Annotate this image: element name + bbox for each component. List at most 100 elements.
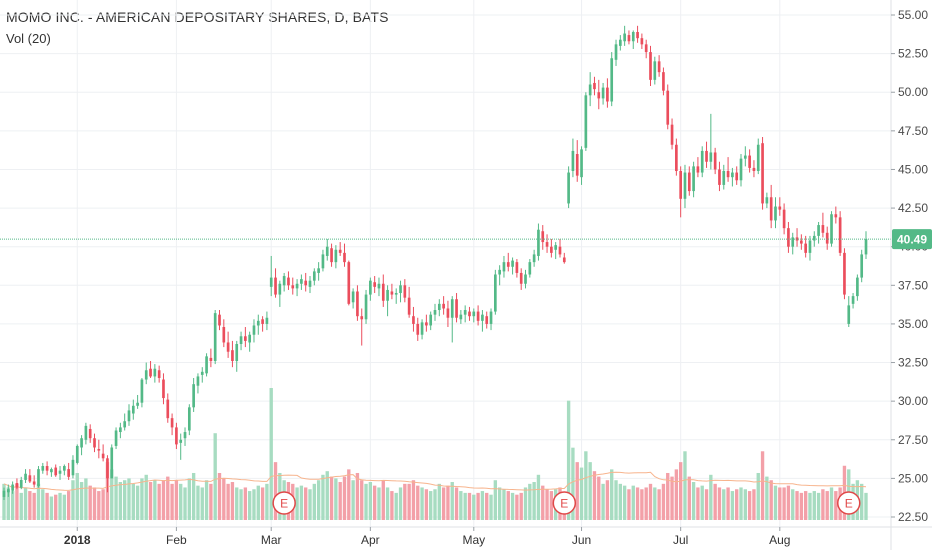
volume-bar: [575, 462, 579, 520]
volume-bar: [635, 487, 640, 520]
candle-body: [41, 466, 45, 471]
volume-bar: [15, 483, 19, 520]
candle-body: [787, 228, 790, 247]
candle-body: [175, 427, 178, 445]
candle-body: [2, 490, 6, 497]
y-tick-label: 22.50: [898, 510, 928, 524]
candle-body: [584, 95, 588, 148]
volume-bar: [54, 494, 58, 520]
volume-bar: [295, 487, 299, 520]
candle-body: [847, 305, 851, 324]
volume-bar: [347, 469, 351, 520]
candle-body: [519, 272, 523, 284]
x-tick-label: May: [462, 533, 485, 547]
volume-bar: [588, 462, 592, 520]
volume-bar: [97, 491, 101, 520]
y-tick-label: 55.00: [898, 8, 928, 22]
volume-bar: [372, 485, 377, 520]
candle-body: [45, 466, 49, 471]
candle-body: [209, 357, 213, 361]
candle-body: [748, 155, 751, 168]
last-price-label: 40.49: [892, 229, 932, 250]
y-tick-label: 42.50: [898, 201, 928, 215]
candle-body: [511, 260, 514, 267]
candle-body: [11, 484, 14, 491]
candle-body: [761, 143, 764, 204]
candle-body: [545, 242, 549, 247]
volume-bar: [566, 400, 571, 520]
candle-body: [485, 316, 489, 324]
candle-body: [369, 280, 372, 295]
candle-body: [675, 144, 678, 172]
volume-bar: [739, 487, 743, 520]
earnings-marker[interactable]: E: [272, 491, 296, 515]
candle-body: [571, 150, 575, 172]
volume-bar: [670, 476, 674, 520]
volume-bar: [157, 483, 161, 520]
volume-bar: [153, 480, 157, 520]
candle-body: [537, 229, 540, 256]
price-axis[interactable]: 55.0052.5050.0047.5045.0042.5040.0037.50…: [891, 8, 928, 524]
volume-bar: [424, 489, 429, 520]
volume-bar: [485, 492, 489, 520]
volume-bar: [28, 491, 32, 520]
volume-bar: [605, 480, 610, 520]
volume-bar: [390, 491, 394, 520]
volume-bar: [213, 433, 217, 520]
candle-body: [843, 252, 846, 295]
volume-bar: [79, 482, 84, 520]
volume-bar: [209, 483, 213, 520]
volume-bar: [407, 483, 411, 520]
volume-bar: [579, 467, 584, 520]
x-tick-label: Apr: [361, 533, 380, 547]
volume-bar: [252, 489, 256, 520]
volume-bar: [92, 487, 97, 520]
candle-body: [157, 370, 161, 378]
candle-body: [450, 299, 454, 318]
volume-bar: [325, 471, 329, 520]
candle-body: [812, 235, 816, 241]
volume-bar: [648, 483, 653, 520]
earnings-circle: [272, 491, 296, 515]
volume-ma-line: [3, 471, 867, 491]
volume-bar: [696, 487, 700, 520]
candle-body: [282, 276, 286, 286]
volume-bar: [144, 474, 148, 520]
volume-bar: [71, 480, 75, 520]
candle-body: [394, 293, 398, 295]
last-price-badge: [892, 229, 932, 250]
time-axis[interactable]: 2018 Feb Mar Apr May Jun Jul Aug: [64, 527, 791, 547]
volume-bar: [760, 451, 765, 520]
candle-body: [300, 279, 303, 284]
candle-body: [778, 206, 782, 210]
volume-bar: [765, 476, 769, 520]
candle-body: [489, 311, 493, 324]
earnings-label: E: [845, 497, 853, 511]
candle-body: [494, 274, 497, 312]
volume-bar: [644, 487, 648, 520]
earnings-marker[interactable]: E: [837, 491, 861, 515]
volume-bar: [118, 482, 123, 520]
earnings-marker[interactable]: E: [552, 491, 577, 515]
candle-body: [166, 399, 170, 419]
volume-bar: [860, 483, 864, 520]
volume-bar: [476, 492, 480, 520]
candle-body: [856, 277, 859, 297]
x-tick-label: Jun: [572, 533, 591, 547]
volume-bar: [161, 480, 166, 520]
volume-bar: [75, 472, 79, 520]
volume-bar: [601, 483, 605, 520]
candle-body: [101, 453, 105, 459]
candle-body: [631, 31, 635, 42]
volume-bar: [532, 482, 536, 520]
candle-body: [58, 470, 62, 474]
candle-body: [54, 467, 58, 476]
candle-body: [860, 254, 864, 278]
candle-body: [420, 322, 424, 335]
candle-body: [825, 232, 829, 244]
candle-body: [666, 90, 670, 125]
candle-body: [200, 371, 204, 375]
volume-bar: [773, 485, 778, 520]
